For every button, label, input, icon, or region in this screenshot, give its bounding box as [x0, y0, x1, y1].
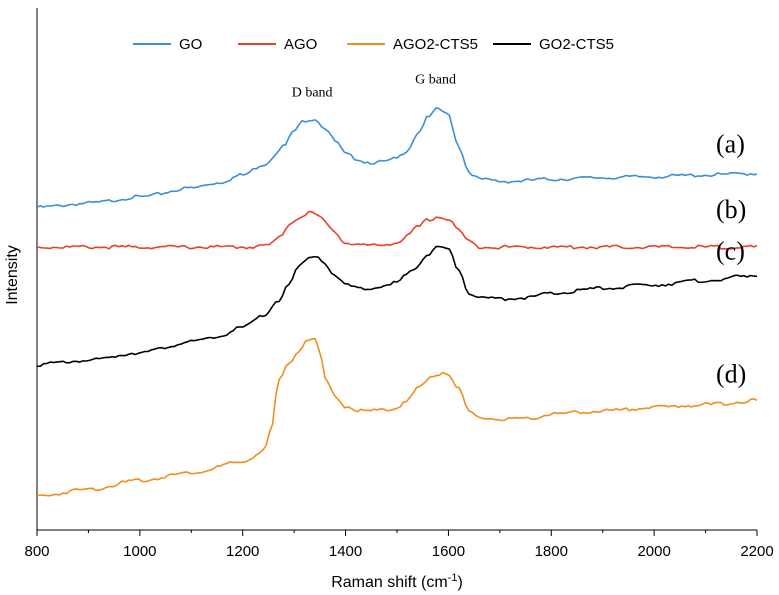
series-line-go — [36, 106, 758, 209]
legend-label-go: GO — [179, 36, 202, 53]
annotations: D band G band — [292, 73, 456, 101]
legend-label-ago: AGO — [284, 36, 317, 53]
x-tick-label: 1800 — [535, 543, 568, 560]
x-tick-label: 1200 — [226, 543, 259, 560]
curve-label-go2-cts5: (c) — [716, 237, 745, 266]
x-tick-label: 1400 — [329, 543, 362, 560]
series-lines — [36, 106, 758, 497]
legend-label-ago2-cts5: AGO2-CTS5 — [393, 36, 478, 53]
annotation-label: G band — [415, 73, 456, 88]
series-line-ago2-cts5 — [36, 337, 758, 497]
x-axis-title-superscript: -1 — [448, 572, 458, 584]
curve-label-ago2-cts5: (d) — [716, 359, 746, 388]
legend: GO AGO AGO2-CTS5 GO2-CTS5 — [133, 36, 614, 53]
x-axis-ticks: 800 1000 1200 1400 1600 1800 2000 2200 — [24, 530, 774, 560]
y-axis-title: Intensity — [4, 245, 21, 305]
series-line-go2-cts5 — [36, 245, 758, 368]
x-tick-label: 2200 — [740, 543, 773, 560]
x-tick-label: 1000 — [123, 543, 156, 560]
curve-label-go: (a) — [716, 130, 745, 159]
curve-labels: (a) (b) (c) (d) — [716, 130, 746, 389]
legend-label-go2-cts5: GO2-CTS5 — [539, 36, 614, 53]
curve-label-ago: (b) — [716, 195, 746, 224]
x-tick-label: 800 — [24, 543, 49, 560]
series-line-ago — [36, 210, 758, 250]
x-axis-title: Raman shift (cm-1) — [331, 572, 463, 591]
x-tick-label: 1600 — [432, 543, 465, 560]
annotation-label: D band — [292, 86, 333, 101]
x-tick-label: 2000 — [637, 543, 670, 560]
